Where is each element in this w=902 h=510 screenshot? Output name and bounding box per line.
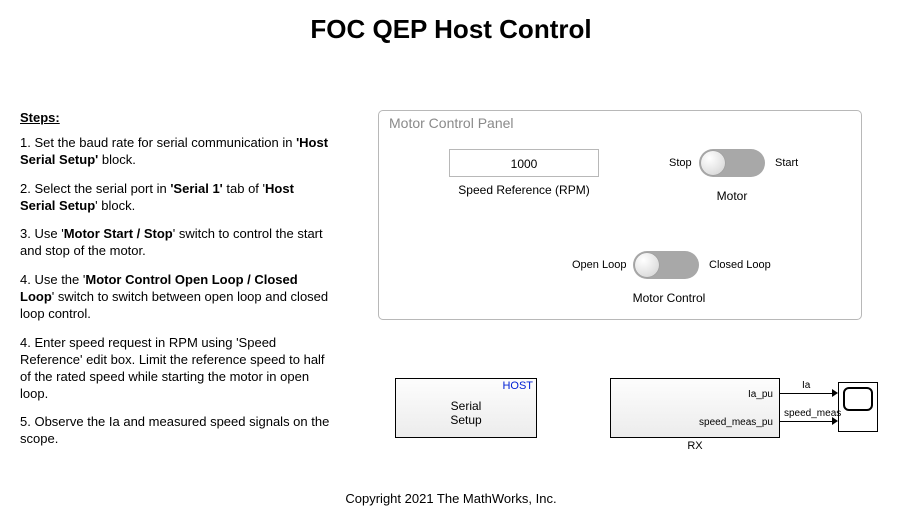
step-2: 2. Select the serial port in 'Serial 1' … [20,181,330,215]
host-serial-setup-block[interactable]: HOST SerialSetup [395,378,537,438]
motor-toggle-caption: Motor [699,189,765,203]
host-badge: HOST [502,380,533,392]
motor-toggle-knob [701,151,725,175]
step-1: 1. Set the baud rate for serial communic… [20,135,330,169]
step-4b: 4. Enter speed request in RPM using 'Spe… [20,335,330,403]
step-5: 5. Observe the Ia and measured speed sig… [20,414,330,448]
speed-reference-label: Speed Reference (RPM) [449,183,599,197]
scope-block[interactable] [838,382,878,432]
host-block-label: SerialSetup [396,399,536,428]
control-toggle-left-label: Open Loop [572,259,626,271]
step-3: 3. Use 'Motor Start / Stop' switch to co… [20,226,330,260]
motor-toggle[interactable] [699,149,765,177]
steps-heading: Steps: [20,110,60,127]
rx-port1-label: Ia_pu [748,389,773,400]
arrow-ia [832,389,838,397]
motor-toggle-left-label: Stop [669,157,692,169]
rx-block-caption: RX [610,440,780,452]
copyright: Copyright 2021 The MathWorks, Inc. [0,491,902,506]
panel-title: Motor Control Panel [389,115,514,131]
wire-ia [780,393,832,394]
step-4a: 4. Use the 'Motor Control Open Loop / Cl… [20,272,330,323]
control-toggle-right-label: Closed Loop [709,259,771,271]
signal-ia-label: Ia [802,380,810,391]
control-toggle[interactable] [633,251,699,279]
signal-speed-label: speed_meas [784,408,841,419]
motor-control-panel: Motor Control Panel 1000 Speed Reference… [378,110,862,320]
motor-toggle-right-label: Start [775,157,798,169]
page-title: FOC QEP Host Control [0,0,902,45]
control-toggle-knob [635,253,659,277]
scope-icon [843,387,873,411]
wire-speed [780,421,832,422]
steps-column: Steps: 1. Set the baud rate for serial c… [20,110,330,460]
speed-reference-input[interactable]: 1000 [449,149,599,177]
rx-block[interactable]: Ia_pu speed_meas_pu [610,378,780,438]
control-toggle-caption: Motor Control [609,291,729,305]
rx-port2-label: speed_meas_pu [699,417,773,428]
